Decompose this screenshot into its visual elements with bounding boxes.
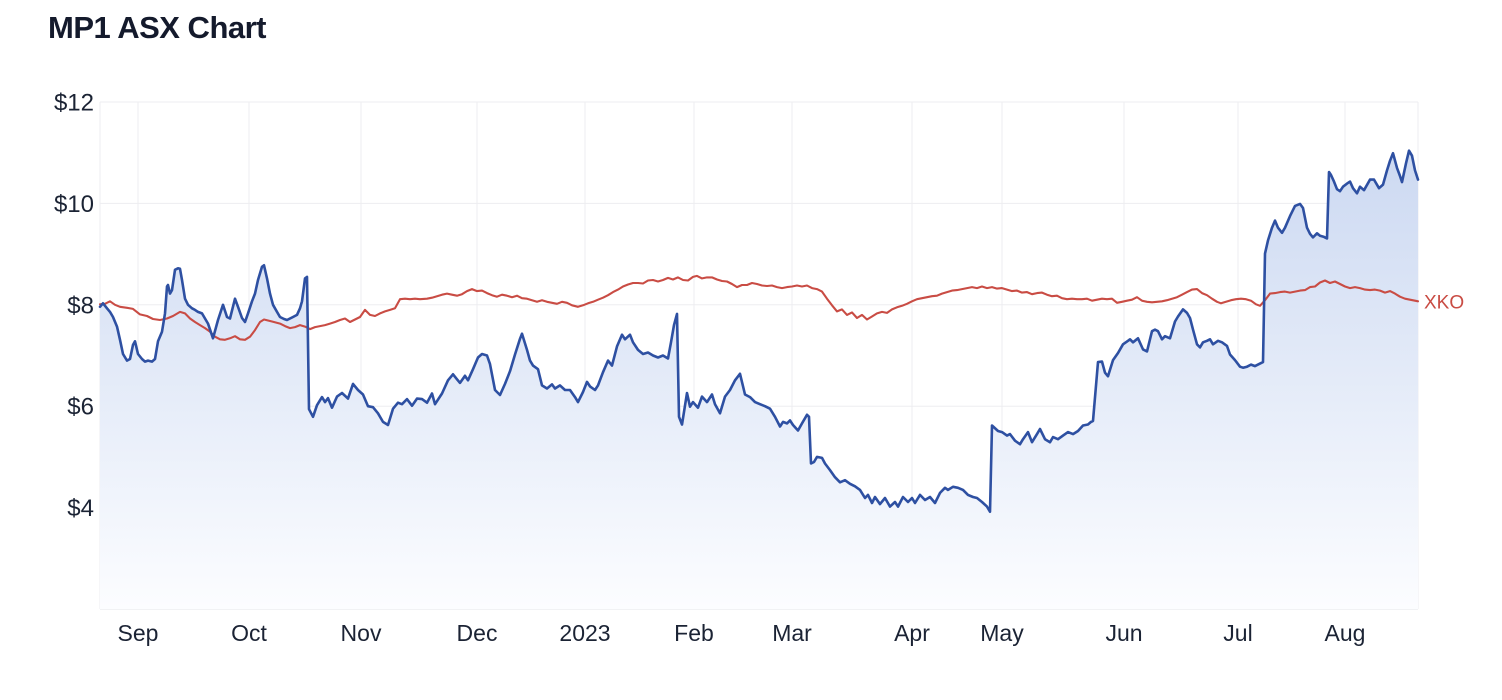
x-axis-label: Mar — [772, 620, 812, 646]
xko-line — [98, 274, 1420, 341]
plot-area[interactable] — [100, 102, 1418, 609]
mp1-line — [98, 149, 1420, 513]
x-axis-label: Nov — [341, 620, 382, 646]
y-axis-label: $8 — [67, 292, 94, 319]
x-axis-label: Jun — [1105, 620, 1142, 646]
xko-legend-label: XKO — [1424, 292, 1464, 313]
x-axis-label: Sep — [118, 620, 159, 646]
x-axis-label: Oct — [231, 620, 267, 646]
x-axis-label: Dec — [457, 620, 498, 646]
x-axis-label: Apr — [894, 620, 930, 646]
y-axis-label: $4 — [67, 495, 94, 522]
y-axis-label: $10 — [54, 191, 94, 218]
mp1-area-fill — [100, 150, 1418, 609]
x-axis-label: Jul — [1223, 620, 1252, 646]
x-axis-label: May — [980, 620, 1024, 646]
y-axis-label: $6 — [67, 394, 94, 421]
y-axis-label: $12 — [54, 90, 94, 117]
x-axis-label: 2023 — [559, 620, 610, 646]
x-axis-label: Aug — [1325, 620, 1366, 646]
page-title: MP1 ASX Chart — [48, 10, 267, 45]
x-axis-label: Feb — [674, 620, 714, 646]
